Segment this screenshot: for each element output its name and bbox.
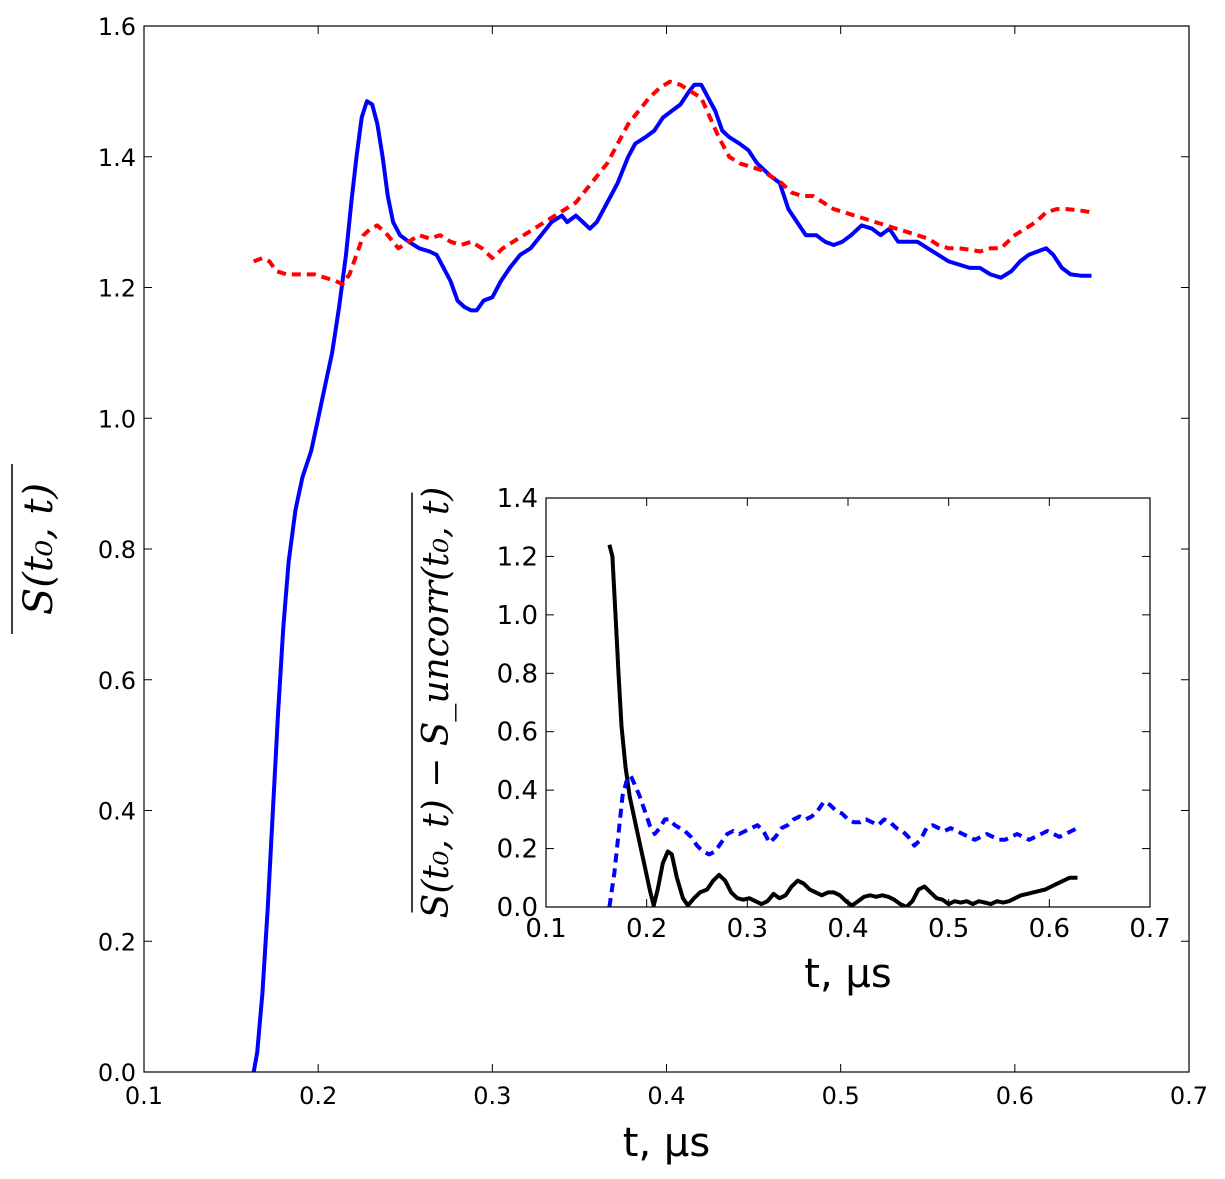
inset-xtick-label: 0.3 xyxy=(727,914,768,944)
inset-ytick-label: 1.2 xyxy=(497,542,538,572)
main-ytick-label: 0.4 xyxy=(98,798,136,826)
main-xtick-label: 0.6 xyxy=(996,1082,1034,1110)
main-ytick-label: 0.8 xyxy=(98,536,136,564)
main-y-axis-label: S(t₀, t) xyxy=(16,483,62,615)
inset-xtick-label: 0.7 xyxy=(1129,914,1170,944)
main-y-axis-label-group: S(t₀, t) xyxy=(11,464,62,634)
main-xtick-label: 0.5 xyxy=(822,1082,860,1110)
inset-xtick-label: 0.1 xyxy=(525,914,566,944)
inset-ytick-label: 0.4 xyxy=(497,776,538,806)
main-x-axis-label: t, μs xyxy=(623,1120,710,1166)
main-xtick-label: 0.7 xyxy=(1170,1082,1208,1110)
inset-ytick-label: 0.8 xyxy=(497,659,538,689)
main-series-2-line xyxy=(252,79,1092,287)
main-xtick-label: 0.1 xyxy=(125,1082,163,1110)
inset-series-2-line xyxy=(607,773,1079,907)
main-ytick-label: 0.0 xyxy=(98,1059,136,1087)
main-ytick-label: 1.4 xyxy=(98,144,136,172)
inset-ytick-label: 0.0 xyxy=(497,893,538,923)
inset-xtick-label: 0.5 xyxy=(928,914,969,944)
main-ytick-label: 0.6 xyxy=(98,667,136,695)
main-xtick-label: 0.2 xyxy=(299,1082,337,1110)
inset-xtick-label: 0.6 xyxy=(1029,914,1070,944)
main-ytick-label: 1.6 xyxy=(98,13,136,41)
main-xtick-label: 0.3 xyxy=(473,1082,511,1110)
inset-x-axis-label: t, μs xyxy=(804,951,891,997)
main-xtick-label: 0.4 xyxy=(647,1082,685,1110)
inset-series-1-line xyxy=(607,544,1078,907)
inset-plot: 0.1 0.2 0.3 0.4 0.5 0.6 0.7 0.0 0.2 0.4 0.6 0.8 1.0 1… xyxy=(411,484,1171,997)
inset-ytick-label: 0.6 xyxy=(497,718,538,748)
inset-plot-area xyxy=(546,498,1150,907)
inset-y-axis-label: S(t₀, t) − S_uncorr(t₀, t) xyxy=(416,487,457,919)
main-ytick-label: 1.0 xyxy=(98,405,136,433)
inset-y-axis-label-group: S(t₀, t) − S_uncorr(t₀, t) xyxy=(411,487,457,919)
main-ytick-label: 1.2 xyxy=(98,275,136,303)
main-series-1-line xyxy=(251,82,1092,1072)
inset-xtick-label: 0.4 xyxy=(827,914,868,944)
inset-xtick-label: 0.2 xyxy=(626,914,667,944)
inset-ytick-label: 0.2 xyxy=(497,835,538,865)
inset-ytick-label: 1.4 xyxy=(497,484,538,514)
main-ytick-label: 0.2 xyxy=(98,928,136,956)
inset-ytick-label: 1.0 xyxy=(497,601,538,631)
